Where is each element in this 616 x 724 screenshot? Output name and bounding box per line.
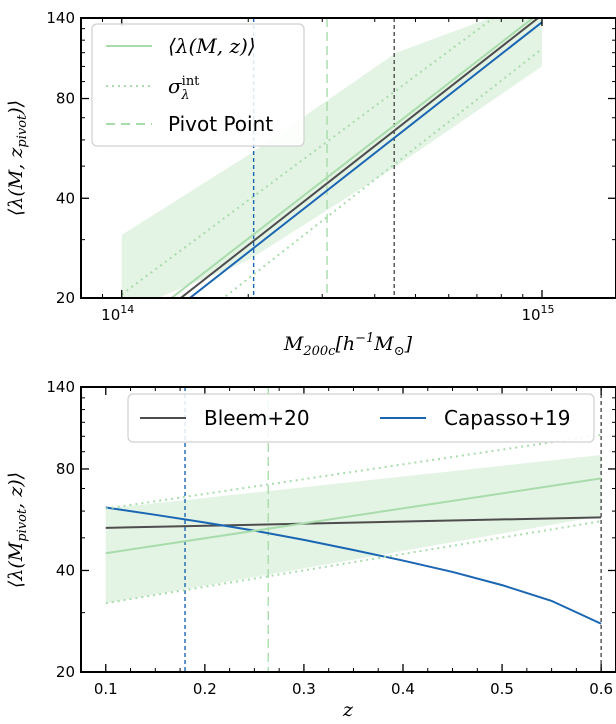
series-layer: [121, 18, 543, 298]
plot-frame: [80, 386, 616, 673]
x-tick-label: 1015: [521, 303, 554, 324]
y-tick-label: 140: [46, 9, 75, 27]
y-tick-label: 80: [56, 460, 75, 478]
vline-layer: [252, 18, 395, 298]
y-tick-label: 40: [56, 189, 75, 207]
plot-frame: [80, 17, 616, 299]
y-tick-label: 20: [56, 663, 75, 681]
legend-box: [127, 393, 595, 443]
x-tick-label: 0.5: [490, 680, 514, 698]
legend-label-mean: ⟨λ(M, z)⟩: [168, 34, 256, 58]
series-layer: [105, 433, 602, 625]
series-line-capasso-19: [105, 506, 602, 625]
y-tick-label: 140: [46, 378, 75, 396]
legend-box: [91, 23, 305, 147]
x-tick-label: 0.2: [193, 680, 217, 698]
redshift-relation-panel: 0.1 0.2 0.3 0.4 0.5 0.6 20 40 80 140 ⟨λ(Mpivot, z…: [5, 378, 616, 721]
y-tick-label: 40: [56, 561, 75, 579]
legend: Bleem+20 Capasso+19: [127, 393, 595, 443]
scatter-band: [121, 18, 542, 298]
mass-relation-panel: 1014 1015 20 40 80 140 ⟨λ(M, zpivot)⟩ M200c[h…: [5, 9, 616, 359]
svg-text:⟨λ(M, zpivot)⟩: ⟨λ(M, zpivot)⟩: [5, 100, 30, 216]
scatter-band: [105, 455, 602, 604]
y-axis-label: ⟨λ(M, zpivot)⟩: [5, 100, 30, 216]
x-tick-label: 1014: [101, 303, 134, 324]
series-line-solid-2: [105, 477, 602, 555]
x-tick-label: 0.6: [589, 680, 613, 698]
legend-label-pivot: Pivot Point: [168, 112, 273, 136]
band-layer: [105, 455, 602, 604]
svg-text:⟨λ(Mpivot, z)⟩: ⟨λ(Mpivot, z)⟩: [5, 472, 30, 588]
x-axis-label: z: [342, 699, 354, 721]
series-line-solid-3: [179, 18, 540, 298]
legend-label-capasso: Capasso+19: [444, 406, 570, 430]
series-line-solid-4: [188, 21, 543, 298]
x-axis-label: M200c[h−1M⊙]: [283, 331, 413, 359]
legend-label-bleem: Bleem+20: [204, 406, 310, 430]
y-axis-label: ⟨λ(Mpivot, z)⟩: [5, 472, 30, 588]
series-line-solid-0: [169, 18, 535, 298]
x-tick-label: 0.4: [391, 680, 415, 698]
x-tick-label: 0.3: [292, 680, 316, 698]
series-line-dotted-2: [221, 48, 543, 298]
band-layer: [121, 18, 542, 298]
y-tick-label: 20: [56, 289, 75, 307]
legend: ⟨λ(M, z)⟩ σint λ Pivot Point: [91, 23, 305, 147]
series-line-bleem-20: [105, 516, 602, 529]
y-tick-label: 80: [56, 90, 75, 108]
x-tick-label: 0.1: [94, 680, 118, 698]
